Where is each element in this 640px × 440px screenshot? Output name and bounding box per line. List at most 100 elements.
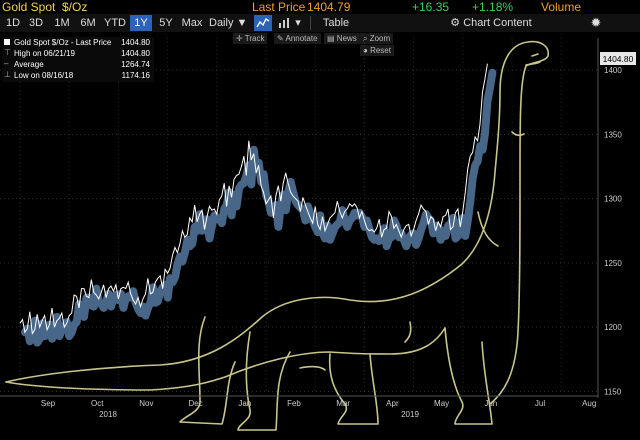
- track-label: Track: [244, 34, 265, 43]
- x-tick-label: Nov: [139, 399, 153, 408]
- y-tick-label: 1150: [604, 387, 622, 396]
- average-marker-icon: –: [4, 59, 9, 68]
- dino-wrinkle-2: [477, 211, 499, 247]
- x-year-label: 2019: [401, 410, 419, 419]
- range-3d-button[interactable]: 3D: [28, 17, 44, 29]
- x-tick-label: May: [434, 399, 449, 408]
- x-tick-label: Jul: [535, 399, 545, 408]
- range-1d-button[interactable]: 1D: [5, 17, 21, 29]
- annotate-button[interactable]: ✎ Annotate: [274, 33, 321, 44]
- chart-grid: [0, 38, 598, 394]
- dino-mouth: [525, 61, 541, 66]
- dino-tail-neck-outline: [5, 40, 550, 405]
- dinosaur-doodle: [5, 40, 550, 431]
- square-icon: [4, 39, 10, 45]
- line-chart-icon-button[interactable]: [254, 15, 272, 31]
- track-button[interactable]: ✛ Track: [233, 33, 268, 44]
- security-unit: $/Oz: [62, 0, 88, 14]
- y-tick-label: 1200: [604, 323, 622, 332]
- bar-chart-icon: [279, 18, 289, 28]
- price-band: [21, 68, 497, 347]
- range-1y-button[interactable]: 1Y: [130, 15, 152, 31]
- zoom-button[interactable]: ⌕ Zoom: [360, 33, 394, 44]
- magnifier-icon: ⌕: [363, 34, 368, 43]
- legend-value: 1174.16: [121, 71, 150, 80]
- x-tick-label: Aug: [582, 399, 596, 408]
- reset-label: Reset: [370, 46, 391, 55]
- price-chart[interactable]: 1150 1200 1250 1300 1350 1400 Sep Oct Nov Dec Jan…: [0, 32, 640, 440]
- header-bar: Gold Spot $/Oz Last Price 1404.79 +16.35…: [0, 0, 640, 14]
- chart-type-dropdown[interactable]: ▾: [295, 17, 301, 29]
- news-button[interactable]: ▤ News: [324, 33, 360, 44]
- x-tick-label: Feb: [287, 399, 301, 408]
- range-5y-button[interactable]: 5Y: [159, 17, 173, 29]
- legend-value: 1404.80: [121, 49, 150, 58]
- dino-front-leg: [328, 353, 379, 425]
- dino-back-leg: [179, 316, 236, 425]
- legend-row-high: ⊤ High on 06/21/19 1404.80: [2, 48, 154, 59]
- range-ytd-button[interactable]: YTD: [104, 17, 126, 29]
- legend-value: 1264.74: [121, 60, 150, 69]
- y-axis: 1150 1200 1250 1300 1350 1400: [597, 38, 622, 398]
- price-line-stroke: [19, 63, 488, 336]
- x-tick-label: Jun: [484, 399, 497, 408]
- legend: Gold Spot $/Oz - Last Price 1404.80 ⊤ Hi…: [2, 37, 154, 82]
- legend-row-low: ⊥ Low on 08/16/18 1174.16: [2, 70, 154, 81]
- y-tick-label: 1300: [604, 195, 622, 204]
- news-icon: ▤: [327, 34, 335, 43]
- price-flag-text: 1404.80: [603, 54, 634, 64]
- price-flag: 1404.80: [600, 52, 636, 65]
- legend-row-last-price: Gold Spot $/Oz - Last Price 1404.80: [2, 37, 154, 48]
- dino-belly-outline: [5, 327, 446, 391]
- dino-wrinkle-1: [511, 131, 525, 137]
- volume-label: Volume: [541, 0, 582, 14]
- table-button[interactable]: Table: [322, 17, 350, 29]
- legend-label: Gold Spot $/Oz - Last Price: [14, 38, 112, 47]
- dino-back-leg-2: [237, 331, 291, 431]
- price-change: +16.35: [412, 0, 450, 14]
- bar-chart-icon-button[interactable]: [275, 15, 293, 31]
- chart-content-label: Chart Content: [463, 17, 532, 29]
- y-tick-label: 1400: [604, 66, 622, 75]
- zoom-label: Zoom: [369, 34, 391, 43]
- price-band-stroke: [21, 68, 497, 347]
- annotate-label: Annotate: [285, 34, 318, 43]
- dino-wrinkle-4: [299, 365, 326, 371]
- price-change-pct: +1.18%: [472, 0, 514, 14]
- legend-label: High on 06/21/19: [14, 49, 75, 58]
- settings-gear-icon[interactable]: ✹: [590, 15, 602, 30]
- dino-wrinkle-3: [404, 321, 412, 343]
- range-max-button[interactable]: Max: [181, 17, 203, 29]
- high-marker-icon: ⊤: [4, 48, 11, 57]
- y-tick-label: 1250: [604, 259, 622, 268]
- low-marker-icon: ⊥: [4, 70, 11, 79]
- range-1m-button[interactable]: 1M: [54, 17, 70, 29]
- legend-value: 1404.80: [121, 38, 150, 47]
- crosshair-icon: ✛: [236, 34, 243, 43]
- x-tick-label: Mar: [336, 399, 350, 408]
- last-price-label: Last Price: [252, 0, 306, 14]
- reset-button[interactable]: ● Reset: [360, 45, 394, 56]
- toolbar-divider: [310, 16, 311, 30]
- legend-label: Average: [14, 60, 44, 69]
- pencil-icon: ✎: [277, 34, 284, 43]
- line-chart-icon: [256, 17, 270, 28]
- range-6m-button[interactable]: 6M: [80, 17, 96, 29]
- toolbar: 1D 3D 1M 6M YTD 1Y 5Y Max Daily ▼ ▾ Tabl…: [0, 14, 640, 32]
- x-year-label: 2018: [99, 410, 117, 419]
- x-tick-label: Apr: [386, 399, 399, 408]
- security-name: Gold Spot: [2, 0, 56, 14]
- chart-content-icon: ⚙: [450, 17, 461, 29]
- last-price-value: 1404.79: [307, 0, 351, 14]
- x-tick-label: Jan: [238, 399, 251, 408]
- y-tick-label: 1350: [604, 130, 622, 139]
- legend-row-average: – Average 1264.74: [2, 59, 154, 70]
- price-line: [19, 63, 488, 336]
- legend-label: Low on 08/16/18: [14, 71, 74, 80]
- x-tick-label: Dec: [188, 399, 202, 408]
- interval-dropdown[interactable]: Daily ▼: [209, 17, 248, 29]
- x-tick-label: Oct: [91, 399, 104, 408]
- dino-front-leg-2: [444, 327, 493, 425]
- news-label: News: [336, 34, 357, 43]
- chart-content-button[interactable]: ⚙ Chart Content: [448, 15, 534, 31]
